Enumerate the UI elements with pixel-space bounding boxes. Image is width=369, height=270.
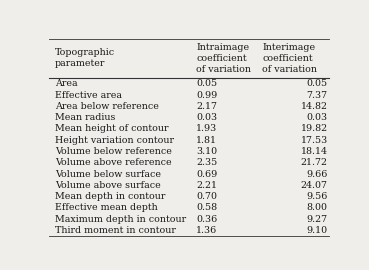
Text: 1.93: 1.93: [196, 124, 217, 133]
Text: Third moment in contour: Third moment in contour: [55, 226, 176, 235]
Text: Mean height of contour: Mean height of contour: [55, 124, 168, 133]
Text: 1.81: 1.81: [196, 136, 217, 145]
Text: Intraimage
coefficient
of variation: Intraimage coefficient of variation: [196, 43, 251, 74]
Text: 0.58: 0.58: [196, 203, 217, 212]
Text: 3.10: 3.10: [196, 147, 217, 156]
Text: 24.07: 24.07: [301, 181, 328, 190]
Text: 2.17: 2.17: [196, 102, 217, 111]
Text: 0.05: 0.05: [196, 79, 217, 88]
Text: Maximum depth in contour: Maximum depth in contour: [55, 215, 186, 224]
Text: 9.56: 9.56: [306, 192, 328, 201]
Text: 2.35: 2.35: [196, 158, 217, 167]
Text: Volume below surface: Volume below surface: [55, 170, 161, 178]
Text: 21.72: 21.72: [301, 158, 328, 167]
Text: Effective mean depth: Effective mean depth: [55, 203, 158, 212]
Text: 1.36: 1.36: [196, 226, 217, 235]
Text: 0.36: 0.36: [196, 215, 217, 224]
Text: 0.69: 0.69: [196, 170, 217, 178]
Text: 14.82: 14.82: [301, 102, 328, 111]
Text: Volume above reference: Volume above reference: [55, 158, 171, 167]
Text: 17.53: 17.53: [301, 136, 328, 145]
Text: Volume above surface: Volume above surface: [55, 181, 161, 190]
Text: 0.05: 0.05: [307, 79, 328, 88]
Text: 0.99: 0.99: [196, 90, 217, 100]
Text: 18.14: 18.14: [301, 147, 328, 156]
Text: 9.66: 9.66: [306, 170, 328, 178]
Text: 9.10: 9.10: [307, 226, 328, 235]
Text: 9.27: 9.27: [307, 215, 328, 224]
Text: 8.00: 8.00: [307, 203, 328, 212]
Text: Volume below reference: Volume below reference: [55, 147, 172, 156]
Text: Area below reference: Area below reference: [55, 102, 159, 111]
Text: 19.82: 19.82: [301, 124, 328, 133]
Text: Mean radius: Mean radius: [55, 113, 115, 122]
Text: 2.21: 2.21: [196, 181, 217, 190]
Text: Interimage
coefficient
of variation: Interimage coefficient of variation: [262, 43, 317, 74]
Text: Effective area: Effective area: [55, 90, 122, 100]
Text: 0.03: 0.03: [307, 113, 328, 122]
Text: Mean depth in contour: Mean depth in contour: [55, 192, 165, 201]
Text: Height variation contour: Height variation contour: [55, 136, 174, 145]
Text: 0.03: 0.03: [196, 113, 217, 122]
Text: 0.70: 0.70: [196, 192, 217, 201]
Text: Area: Area: [55, 79, 77, 88]
Text: Topographic
parameter: Topographic parameter: [55, 48, 115, 68]
Text: 7.37: 7.37: [307, 90, 328, 100]
